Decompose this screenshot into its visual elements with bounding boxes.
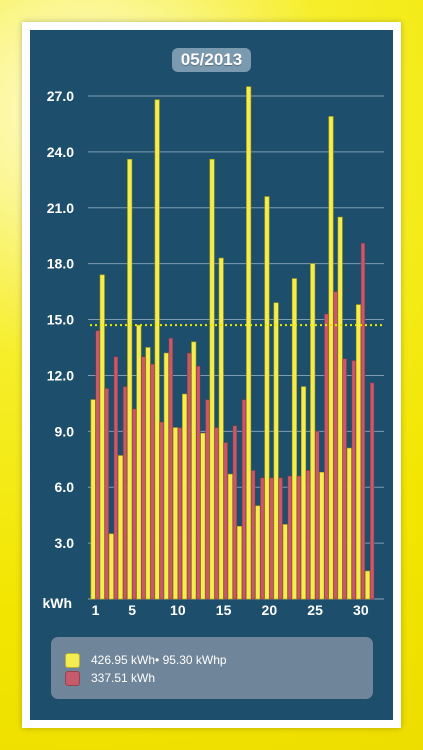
x-tick-label: 15 <box>216 602 232 618</box>
bar-consumption-day-5 <box>132 408 137 600</box>
x-tick-label: 25 <box>307 602 323 618</box>
y-tick-label: 24.0 <box>47 144 74 160</box>
bar-production-day-14 <box>209 159 215 600</box>
x-tick-label: 1 <box>92 602 100 618</box>
bar-consumption-day-2 <box>104 388 109 600</box>
bar-production-day-25 <box>310 263 316 600</box>
bar-consumption-day-7 <box>150 364 155 600</box>
bar-consumption-day-25 <box>315 431 320 600</box>
y-tick-label: 9.0 <box>55 423 75 439</box>
legend-production-text: 426.95 kWh• 95.30 kWhp <box>91 653 227 667</box>
bar-consumption-day-31 <box>369 382 375 600</box>
bar-consumption-day-27 <box>333 291 338 600</box>
y-tick-label: 6.0 <box>55 479 75 495</box>
y-axis-unit-label: kWh <box>42 595 72 611</box>
y-tick-label: 27.0 <box>47 88 74 104</box>
bar-consumption-day-3 <box>113 356 119 600</box>
bar-consumption-day-4 <box>122 386 128 600</box>
legend-item-production: 426.95 kWh• 95.30 kWhp <box>65 652 227 668</box>
bar-production-day-21 <box>273 302 279 600</box>
bar-consumption-day-29 <box>351 360 356 600</box>
bar-consumption-day-21 <box>278 477 283 600</box>
bar-production-day-9 <box>163 352 169 600</box>
month-selector[interactable]: 05/2013 <box>172 48 251 72</box>
x-tick-label: 10 <box>170 602 186 618</box>
y-tick-label: 21.0 <box>47 200 74 216</box>
y-tick-label: 18.0 <box>47 256 74 272</box>
bar-production-day-22 <box>282 524 288 600</box>
bar-production-day-18 <box>246 86 252 600</box>
bar-production-day-16 <box>227 473 233 600</box>
bar-consumption-day-14 <box>214 427 219 600</box>
bar-production-day-20 <box>264 196 270 600</box>
bar-consumption-day-28 <box>342 358 347 600</box>
bar-production-day-24 <box>301 386 307 600</box>
y-tick-label: 15.0 <box>47 312 74 328</box>
chart-legend: 426.95 kWh• 95.30 kWhp 337.51 kWh <box>51 637 373 699</box>
bar-consumption-day-9 <box>168 337 173 600</box>
bar-production-day-8 <box>154 99 160 600</box>
bar-consumption-day-8 <box>159 421 164 600</box>
bar-production-day-7 <box>145 347 151 600</box>
bar-production-day-13 <box>200 432 206 600</box>
legend-item-consumption: 337.51 kWh <box>65 670 155 686</box>
legend-consumption-text: 337.51 kWh <box>91 671 156 685</box>
bar-consumption-day-23 <box>296 475 302 600</box>
bar-production-day-12 <box>191 341 197 600</box>
bar-production-day-17 <box>237 526 243 600</box>
bar-production-day-27 <box>328 116 334 600</box>
bar-consumption-day-11 <box>186 352 192 600</box>
bar-production-day-28 <box>337 216 343 600</box>
bar-consumption-day-22 <box>287 475 292 600</box>
legend-swatch-consumption <box>65 670 80 686</box>
bar-consumption-day-6 <box>141 356 146 600</box>
bar-production-day-1 <box>90 399 96 600</box>
x-tick-label: 5 <box>128 602 136 618</box>
bar-production-day-6 <box>136 324 142 600</box>
bar-consumption-day-1 <box>95 330 100 600</box>
bar-production-day-4 <box>118 455 124 600</box>
bar-consumption-day-12 <box>196 365 201 600</box>
bar-production-day-15 <box>218 257 224 600</box>
x-tick-label: 30 <box>353 602 369 618</box>
bar-production-day-23 <box>291 278 297 600</box>
y-tick-label: 12.0 <box>47 367 74 383</box>
bar-production-day-31 <box>365 570 371 600</box>
legend-swatch-production <box>65 652 80 668</box>
bar-consumption-day-19 <box>260 477 265 600</box>
bar-production-day-11 <box>182 393 188 600</box>
x-tick-label: 20 <box>262 602 278 618</box>
bar-consumption-day-30 <box>360 242 366 600</box>
bar-production-day-19 <box>255 505 261 600</box>
bar-consumption-day-20 <box>269 477 274 600</box>
bar-production-day-5 <box>127 159 133 600</box>
bar-consumption-day-18 <box>251 470 256 600</box>
y-tick-label: 3.0 <box>55 535 75 551</box>
bar-consumption-day-17 <box>241 399 247 600</box>
bar-production-day-30 <box>355 304 361 600</box>
bar-consumption-day-15 <box>223 442 228 600</box>
bar-consumption-day-16 <box>232 425 237 600</box>
bar-consumption-day-26 <box>324 313 329 600</box>
bar-consumption-day-24 <box>305 470 311 600</box>
bar-production-day-2 <box>99 274 105 600</box>
bar-consumption-day-10 <box>177 427 183 600</box>
bar-consumption-day-13 <box>205 399 210 600</box>
bar-production-day-3 <box>108 533 114 600</box>
month-label: 05/2013 <box>180 50 243 69</box>
bar-production-day-10 <box>172 427 178 600</box>
bar-production-day-26 <box>319 472 325 600</box>
bar-production-day-29 <box>346 447 352 600</box>
